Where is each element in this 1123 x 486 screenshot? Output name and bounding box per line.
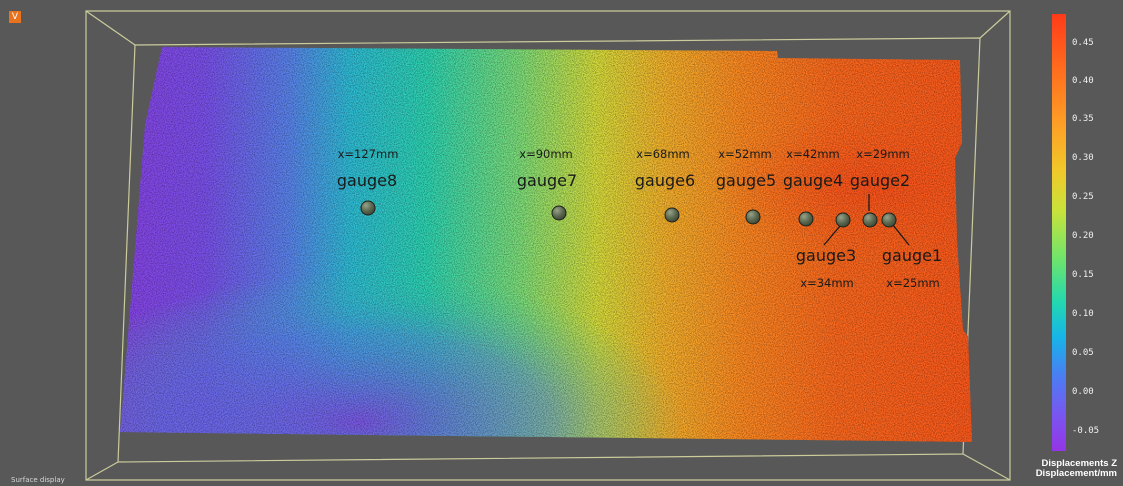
gauge5-name-label: gauge5 [715, 171, 777, 190]
gauge1-name-label: gauge1 [881, 246, 943, 265]
gauge8-position-label: x=127mm [337, 147, 399, 161]
gauge7-position-label: x=90mm [519, 147, 573, 161]
gauge4-name-label: gauge4 [782, 171, 844, 190]
gauge6-name-label: gauge6 [634, 171, 696, 190]
gauge8-name-label: gauge8 [336, 171, 398, 190]
gauge5-position-label: x=52mm [718, 147, 772, 161]
legend-tick: 0.00 [1072, 387, 1094, 397]
legend-tick: 0.35 [1072, 114, 1094, 124]
legend-tick: 0.25 [1072, 192, 1094, 202]
color-scale-bar [1052, 14, 1066, 451]
legend-tick: -0.05 [1072, 426, 1100, 436]
gauge-marker-gauge4[interactable] [798, 211, 814, 227]
legend-title-line1: Displacements Z [1041, 458, 1118, 469]
gauge2-name-label: gauge2 [849, 171, 911, 190]
legend-tick: 0.20 [1072, 231, 1094, 241]
gauge-marker-gauge6[interactable] [664, 207, 680, 223]
gauge-marker-gauge8[interactable] [360, 200, 376, 216]
surface-display-label: Surface display [11, 476, 65, 484]
gauge1-position-label: x=25mm [886, 276, 940, 290]
gauge-marker-gauge3[interactable] [835, 212, 851, 228]
gauge-marker-gauge5[interactable] [745, 209, 761, 225]
legend-tick: 0.45 [1072, 38, 1094, 48]
legend-title: Displacements Z Displacement/mm [1036, 459, 1117, 479]
bounding-box-wireframe [85, 10, 1011, 481]
displacement-surface [120, 47, 972, 442]
legend-tick: 0.40 [1072, 76, 1094, 86]
gauge2-position-label: x=29mm [856, 147, 910, 161]
legend-tick: 0.10 [1072, 309, 1094, 319]
legend-title-line2: Displacement/mm [1035, 468, 1117, 479]
legend-tick: 0.05 [1072, 348, 1094, 358]
gauge6-position-label: x=68mm [636, 147, 690, 161]
legend-tick: 0.30 [1072, 153, 1094, 163]
gauge-marker-gauge7[interactable] [551, 205, 567, 221]
legend-tick: 0.15 [1072, 270, 1094, 280]
gauge3-position-label: x=34mm [800, 276, 854, 290]
view-mode-badge[interactable]: V [9, 11, 21, 23]
gauge-leader-lines [823, 194, 910, 246]
gauge7-name-label: gauge7 [516, 171, 578, 190]
gauge-marker-gauge1[interactable] [881, 212, 897, 228]
gauge4-position-label: x=42mm [786, 147, 840, 161]
gauge-marker-gauge2[interactable] [862, 212, 878, 228]
gauge3-name-label: gauge3 [795, 246, 857, 265]
